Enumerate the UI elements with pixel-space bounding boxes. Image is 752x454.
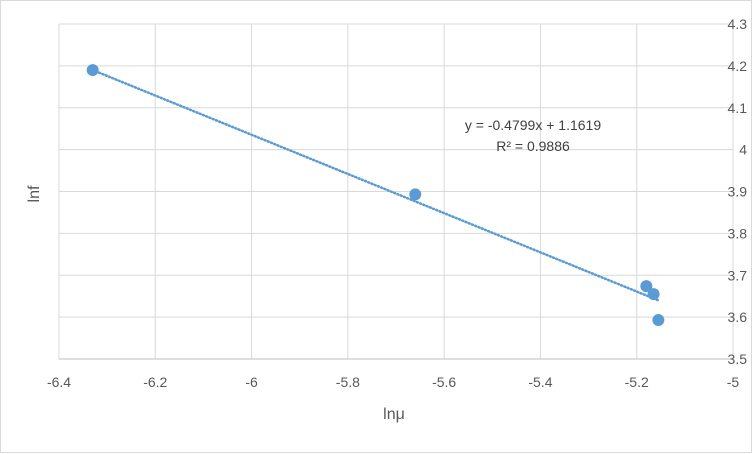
x-tick-labels: -6.4 -6.2 -6 -5.8 -5.6 -5.4 -5.2 -5: [47, 374, 739, 390]
x-tick-label: -6.4: [47, 374, 71, 390]
x-tick-label: -5.4: [528, 374, 552, 390]
y-tick-label: 4.3: [728, 16, 748, 32]
y-tick-label: 3.9: [728, 184, 748, 200]
x-axis-title: lnμ: [383, 406, 405, 423]
x-tick-label: -5.6: [432, 374, 456, 390]
data-point: [640, 280, 653, 293]
x-tick-label: -5.2: [625, 374, 649, 390]
x-tick-label: -6.2: [143, 374, 167, 390]
y-axis-title: lnf: [26, 185, 43, 202]
gridlines: [58, 23, 734, 359]
data-points: [86, 64, 665, 327]
y-tick-labels: 3.5 3.6 3.7 3.8 3.9 4 4.1 4.2 4.3: [728, 16, 748, 367]
x-tick-label: -6: [245, 374, 258, 390]
y-tick-label: 4: [739, 142, 747, 158]
data-point: [409, 188, 422, 201]
y-tick-label: 3.6: [728, 309, 748, 325]
y-tick-label: 3.5: [728, 351, 748, 367]
trendline-equation: y = -0.4799x + 1.1619: [465, 117, 601, 133]
trendline: [91, 68, 660, 302]
y-tick-label: 3.7: [728, 267, 748, 283]
x-tick-label: -5.8: [336, 374, 360, 390]
data-point: [652, 314, 665, 327]
y-tick-label: 3.8: [728, 225, 748, 241]
y-tick-label: 4.2: [728, 58, 748, 74]
y-tick-label: 4.1: [728, 100, 748, 116]
x-tick-label: -5: [727, 374, 740, 390]
data-point: [86, 64, 99, 77]
data-point: [647, 288, 660, 301]
trendline-r-squared: R² = 0.9886: [496, 138, 570, 154]
